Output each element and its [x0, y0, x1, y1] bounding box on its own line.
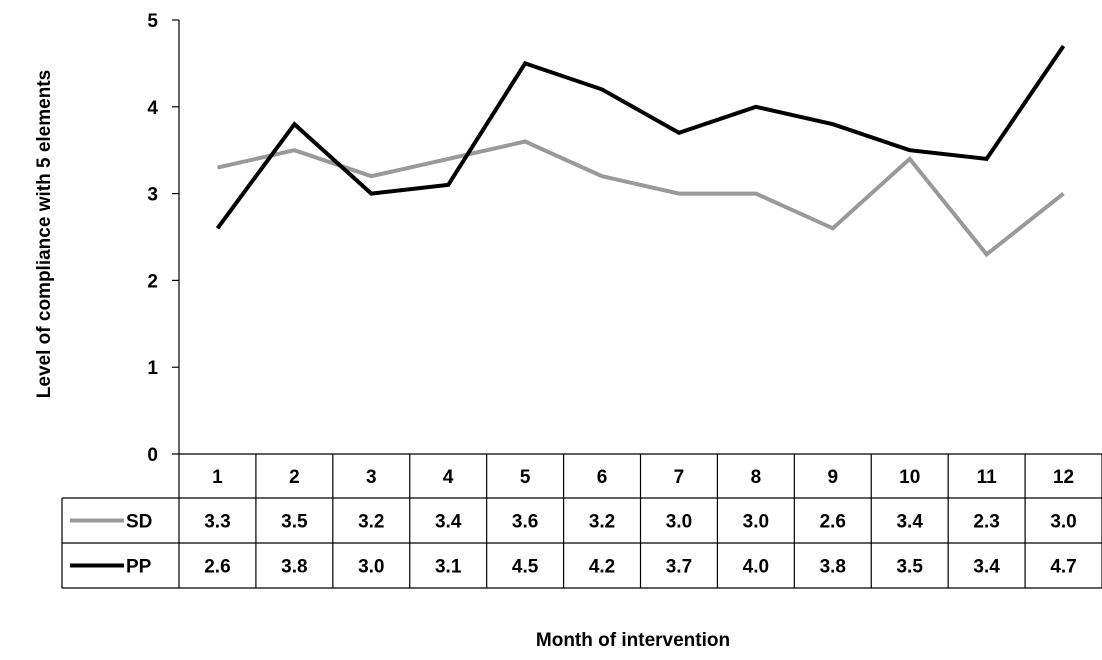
y-tick-label: 2 [147, 271, 158, 292]
x-tick-label: 9 [828, 467, 839, 488]
y-tick-label: 5 [147, 11, 158, 32]
series-line-pp [215, 44, 1066, 230]
data-label: 2.6 [204, 557, 230, 578]
data-label: 3.1 [435, 557, 462, 578]
data-label: 3.2 [358, 512, 384, 533]
data-label: 3.2 [589, 512, 615, 533]
data-label: 2.3 [973, 512, 999, 533]
data-label: 3.5 [281, 512, 308, 533]
x-tick-label: 8 [751, 467, 762, 488]
data-label: 3.5 [896, 557, 923, 578]
legend-label-sd: SD [126, 512, 152, 533]
x-tick-label: 4 [443, 467, 454, 488]
x-tick-label: 3 [366, 467, 377, 488]
x-tick-label: 11 [977, 467, 998, 488]
y-axis-title: Level of compliance with 5 elements [34, 70, 55, 398]
x-tick-label: 10 [899, 467, 920, 488]
data-label: 3.4 [896, 512, 923, 533]
y-tick-label: 3 [147, 185, 158, 206]
series-line-sd [217, 139, 1065, 258]
data-label: 3.0 [666, 512, 692, 533]
y-tick-label: 4 [147, 98, 158, 119]
data-label: 3.8 [820, 557, 846, 578]
data-label: 4.2 [589, 557, 615, 578]
x-tick-label: 12 [1053, 467, 1074, 488]
data-label: 4.5 [512, 557, 539, 578]
data-label: 3.7 [666, 557, 692, 578]
data-label: 3.4 [973, 557, 1000, 578]
y-tick-label: 1 [147, 358, 158, 379]
y-tick-label: 0 [147, 445, 158, 466]
x-tick-label: 1 [212, 467, 223, 488]
y-axis: 0 1 2 3 4 5 [147, 11, 180, 466]
data-label: 4.7 [1050, 557, 1076, 578]
data-label: 4.0 [743, 557, 769, 578]
x-tick-label: 6 [597, 467, 608, 488]
legend-label-pp: PP [126, 557, 152, 578]
data-label: 3.4 [435, 512, 462, 533]
series-lines [215, 44, 1066, 258]
x-tick-label: 7 [674, 467, 685, 488]
x-axis-title: Month of intervention [536, 630, 730, 651]
data-label: 3.6 [512, 512, 538, 533]
data-label: 3.0 [1050, 512, 1076, 533]
data-label: 2.6 [820, 512, 846, 533]
data-label: 3.0 [358, 557, 384, 578]
data-label: 3.0 [743, 512, 769, 533]
x-tick-label: 5 [520, 467, 531, 488]
data-label: 3.8 [281, 557, 307, 578]
x-tick-label: 2 [289, 467, 300, 488]
data-label: 3.3 [204, 512, 230, 533]
